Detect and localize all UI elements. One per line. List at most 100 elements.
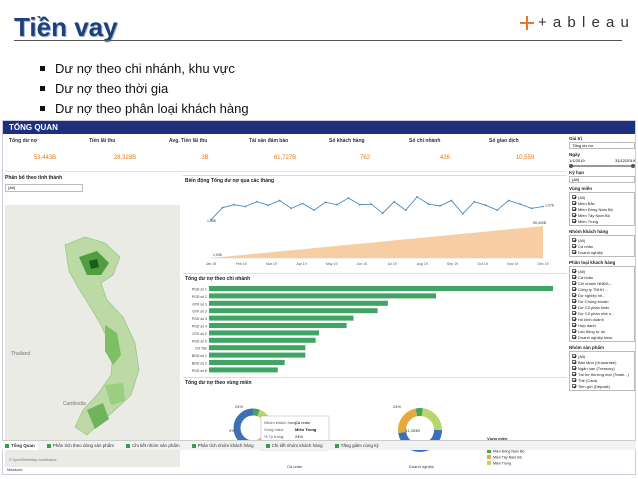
checkbox-label: (All) — [578, 353, 586, 359]
tab-tang-giam[interactable]: Tăng giảm cùng kỳ — [332, 441, 382, 450]
checkbox-icon[interactable] — [572, 335, 576, 339]
checkbox-icon[interactable] — [572, 207, 576, 211]
kpi-card[interactable]: Tiền lãi thu 28,328B — [85, 136, 165, 171]
tab-chi-tiet-khach-hang[interactable]: Chi tiết nhóm khách hàng — [263, 441, 326, 450]
x-tick-label: Oct 19 — [477, 262, 487, 266]
checkbox-label: Miền Đông Nam Bộ — [578, 206, 613, 212]
checkbox-icon[interactable] — [572, 287, 576, 291]
kpi-card[interactable]: Số chi nhánh 426 — [405, 136, 485, 171]
tab-tong-quan[interactable]: Tổng Quan — [2, 441, 38, 450]
line-chart-title: Biến động Tổng dư nợ qua các tháng — [185, 178, 275, 184]
checkbox-option[interactable]: Bảo lãnh (Guarantee) — [572, 359, 632, 365]
vietnam-map[interactable]: Thailand Cambodia © OpenStreetMap contri… — [5, 205, 180, 467]
checkbox-option[interactable]: Miền Trung — [572, 218, 632, 224]
checkbox-icon[interactable] — [572, 275, 576, 279]
line-point — [496, 209, 499, 211]
ky-han-select[interactable]: (All) — [569, 176, 635, 183]
checkbox-icon[interactable] — [572, 201, 576, 205]
checkbox-icon[interactable] — [572, 354, 576, 358]
tab-chi-tiet-san-pham[interactable]: Chi tiết nhóm sản phẩm — [123, 441, 183, 450]
bar-category-label: GTK số 2 — [192, 332, 207, 336]
checkbox-icon[interactable] — [572, 269, 576, 273]
checkbox-option[interactable]: (All) — [572, 353, 632, 359]
checkbox-icon[interactable] — [572, 311, 576, 315]
checkbox-option[interactable]: Miền Tây Nam Bộ — [572, 212, 632, 218]
checkbox-icon[interactable] — [572, 219, 576, 223]
checkbox-icon[interactable] — [572, 384, 576, 388]
kpi-card[interactable]: Số khách hàng 762 — [325, 136, 405, 171]
bar — [209, 286, 553, 291]
checkbox-option[interactable]: Tiền gửi (Deposit) — [572, 383, 632, 389]
checkbox-icon[interactable] — [572, 317, 576, 321]
checkbox-option[interactable]: Dự nghiệp nh... — [572, 292, 632, 298]
kpi-card[interactable]: Avg. Tiền lãi thu 3B — [165, 136, 245, 171]
checkbox-option[interactable]: Tài trợ thương mại (Trade...) — [572, 371, 632, 377]
checkbox-icon[interactable] — [572, 378, 576, 382]
checkbox-icon[interactable] — [572, 360, 576, 364]
donut-chart[interactable]: 24% 4% 52% Cá nhân Nhóm khách hàng: Cá n… — [183, 388, 567, 475]
checkbox-icon[interactable] — [572, 244, 576, 248]
line-point — [301, 202, 304, 205]
bar-category-label: PGD số 5 — [192, 339, 207, 343]
map-province-select[interactable]: (All) — [5, 184, 83, 192]
checkbox-icon[interactable] — [572, 213, 576, 217]
checkbox-icon[interactable] — [572, 323, 576, 327]
kpi-card[interactable]: Tài sản đảm bảo 61,727B — [245, 136, 325, 171]
tab-nhom-khach-hang[interactable]: Phân tích nhóm khách hàng — [189, 441, 257, 450]
checkbox-option[interactable]: Chi nhánh NNĐA... — [572, 280, 632, 286]
line-chart[interactable]: Jan 19 Feb 19 Mar 19 Apr 19 May 19 Jun 19 Jul … — [183, 186, 567, 272]
date-from[interactable]: 1/1/2019 — [569, 158, 585, 163]
sheet-icon — [191, 443, 196, 448]
gia-tri-select[interactable]: Tổng dư nợ — [569, 142, 635, 149]
checkbox-icon[interactable] — [572, 293, 576, 297]
checkbox-option[interactable]: (All) — [572, 237, 632, 243]
checkbox-icon[interactable] — [572, 372, 576, 376]
checkbox-icon[interactable] — [572, 329, 576, 333]
checkbox-option[interactable]: Hợp danh — [572, 322, 632, 328]
checkbox-option[interactable]: Cá nhân — [572, 243, 632, 249]
checkbox-option[interactable]: Doanh nghiệp khác — [572, 334, 632, 340]
checkbox-option[interactable]: Dự Cổ phần khác — [572, 304, 632, 310]
tab-label: Tăng giảm cùng kỳ — [340, 443, 379, 448]
tooltip-value: Miền Trung — [295, 427, 317, 432]
bullet-item: Dư nợ theo phân loại khách hàng — [40, 98, 249, 118]
checkbox-option[interactable]: Dự Cổ phần nhà n... — [572, 310, 632, 316]
map-view[interactable]: Thailand Cambodia © OpenStreetMap contri… — [5, 205, 180, 467]
checkbox-icon[interactable] — [572, 281, 576, 285]
checkbox-icon[interactable] — [572, 305, 576, 309]
slide-title: Tiền vay — [14, 12, 118, 42]
checkbox-label: Miền Trung — [578, 218, 599, 224]
checkbox-option[interactable]: Công ty TNHH ... — [572, 286, 632, 292]
checkbox-option[interactable]: (All) — [572, 268, 632, 274]
bar-chart[interactable]: PGD số 1 PGD số 2 GTK số 1 GTK số 3 PGD số 3… — [183, 284, 567, 376]
checkbox-icon[interactable] — [572, 250, 576, 254]
checkbox-option[interactable]: Dự Chúng khoán — [572, 298, 632, 304]
checkbox-icon[interactable] — [572, 195, 576, 199]
x-tick-label: Sep 19 — [447, 262, 458, 266]
kpi-card[interactable]: Số giao dịch 10,559 — [485, 136, 565, 171]
line-point — [450, 199, 453, 202]
line-point — [473, 200, 476, 203]
checkbox-option[interactable]: Hộ kinh doanh — [572, 316, 632, 322]
checkbox-option[interactable]: Thẻ (Card) — [572, 377, 632, 383]
checkbox-option[interactable]: Lao động tự do — [572, 328, 632, 334]
checkbox-icon[interactable] — [572, 238, 576, 242]
date-to[interactable]: 31/12/2019 — [614, 158, 635, 163]
kpi-card[interactable]: Tổng dư nợ 53,443B — [5, 136, 85, 171]
checkbox-option[interactable]: Cá nhân — [572, 274, 632, 280]
checkbox-option[interactable]: Ngắn hạn (Treasury) — [572, 365, 632, 371]
checkbox-icon[interactable] — [572, 366, 576, 370]
filter-label: Vùng miền — [569, 186, 593, 191]
checkbox-option[interactable]: Miền Bắc — [572, 200, 632, 206]
line-point — [336, 203, 338, 206]
line-point — [324, 201, 327, 204]
filter-label: Giá trị — [569, 136, 583, 141]
filter-vung-mien: Vùng miền (All) Miền Bắc Miền Đông Nam Bộ M… — [569, 186, 635, 226]
tab-dong-san-pham[interactable]: Phân tích theo dòng sản phẩm — [44, 441, 117, 450]
checkbox-option[interactable]: Doanh nghiệp — [572, 249, 632, 255]
checkbox-label: Tài trợ thương mại (Trade...) — [578, 371, 629, 377]
date-slider[interactable] — [569, 164, 635, 168]
checkbox-option[interactable]: Miền Đông Nam Bộ — [572, 206, 632, 212]
checkbox-icon[interactable] — [572, 299, 576, 303]
checkbox-option[interactable]: (All) — [572, 194, 632, 200]
